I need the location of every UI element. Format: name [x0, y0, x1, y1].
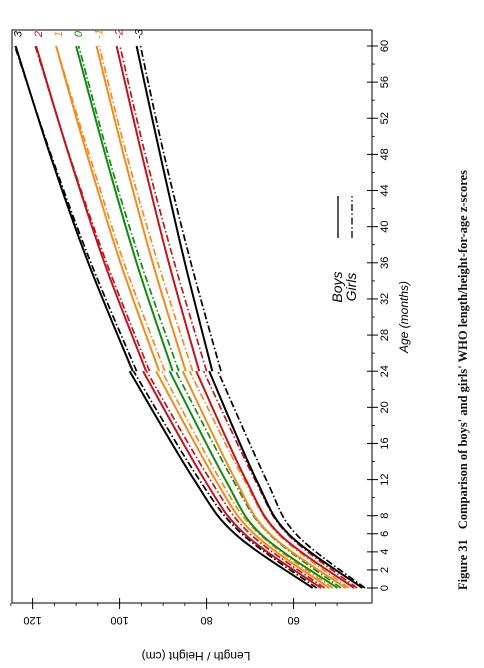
curve-boys-zneg2-length — [195, 370, 355, 589]
x-tick-label: 12 — [379, 473, 391, 485]
x-tick-label: 40 — [379, 221, 391, 233]
y-tick-label: 120 — [23, 614, 41, 626]
plot-border — [11, 29, 373, 604]
curve-boys-zneg1-length — [181, 370, 347, 589]
x-tick-label: 48 — [379, 148, 391, 160]
y-tick-label: 80 — [200, 614, 212, 626]
z-score-label: 0 — [73, 30, 85, 37]
x-tick-label: 8 — [379, 513, 391, 519]
z-score-label: -3 — [134, 28, 146, 39]
curve-girls-z2-length — [145, 370, 325, 589]
curve-girls-zneg3-length — [217, 370, 366, 589]
curve-girls-z0-height — [77, 45, 180, 372]
x-tick-label: 4 — [379, 549, 391, 555]
x-tick-label: 16 — [379, 437, 391, 449]
curve-boys-zneg1-height — [95, 45, 187, 372]
x-tick-label: 56 — [379, 76, 391, 88]
curve-boys-zneg3-height — [135, 45, 214, 372]
curve-girls-z3-length — [132, 370, 318, 589]
curve-boys-z1-length — [155, 370, 330, 589]
curve-boys-z0-height — [75, 45, 174, 372]
curve-girls-z1-length — [161, 370, 334, 589]
curve-girls-zneg2-height — [119, 45, 208, 372]
curve-boys-z0-length — [168, 370, 339, 589]
y-axis-title: Length / Height (cm) — [142, 649, 251, 663]
z-score-label: 3 — [13, 30, 25, 37]
curve-boys-z3-length — [128, 370, 314, 589]
z-score-label: -1 — [94, 29, 106, 39]
x-tick-label: 60 — [379, 40, 391, 52]
curve-boys-zneg2-height — [115, 45, 201, 372]
x-tick-label: 52 — [379, 112, 391, 124]
curve-boys-z3-height — [14, 45, 134, 372]
curve-girls-zneg2-length — [202, 370, 358, 589]
curve-girls-zneg3-height — [139, 45, 222, 372]
x-axis-title: Age (months) — [397, 281, 411, 354]
y-tick-label: 100 — [110, 614, 128, 626]
figure-label: Figure 31 — [456, 539, 470, 590]
x-tick-label: 28 — [379, 329, 391, 341]
x-tick-label: 2 — [379, 567, 391, 573]
z-score-label: 2 — [33, 31, 45, 38]
curve-girls-z2-height — [34, 45, 151, 372]
x-tick-label: 32 — [379, 293, 391, 305]
curve-girls-zneg1-height — [98, 45, 194, 372]
x-tick-label: 44 — [379, 184, 391, 196]
curve-boys-z2-height — [35, 45, 148, 372]
growth-curves: 3 2 1 0 -1 -2 -3 — [13, 28, 366, 589]
x-tick-label: 6 — [379, 531, 391, 537]
x-tick-label: 36 — [379, 257, 391, 269]
legend-girls-label: Girls — [343, 273, 359, 302]
x-tick-label: 24 — [379, 365, 391, 377]
curve-boys-z2-length — [142, 370, 322, 589]
curve-girls-z3-height — [13, 45, 138, 372]
curve-boys-zneg3-length — [208, 370, 363, 589]
x-tick-label: 0 — [379, 585, 391, 591]
y-tick-label: 60 — [287, 614, 299, 626]
curve-girls-z0-length — [174, 370, 342, 589]
z-score-label: -2 — [114, 29, 126, 39]
curve-boys-z1-height — [55, 45, 161, 372]
figure-title: Comparison of boys' and girls' WHO lengt… — [456, 170, 470, 530]
legend-boys-label: Boys — [329, 271, 345, 302]
plot-frame — [11, 29, 373, 604]
z-score-label: 1 — [53, 31, 65, 37]
x-tick-label: 20 — [379, 401, 391, 413]
